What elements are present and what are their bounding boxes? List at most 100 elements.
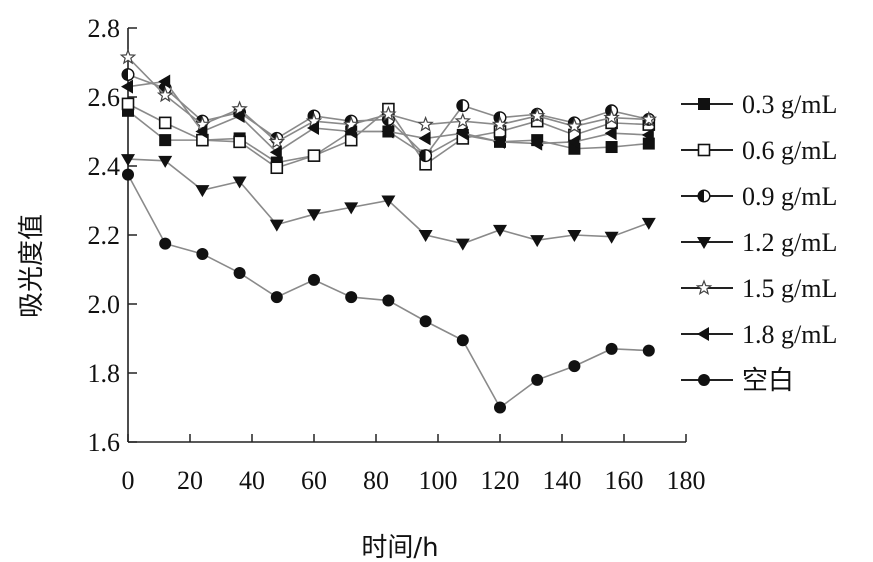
series-group <box>119 48 658 149</box>
axes <box>127 28 686 443</box>
data-point <box>456 99 470 113</box>
series <box>119 48 658 414</box>
data-point <box>697 327 709 341</box>
data-point <box>640 110 658 127</box>
data-point <box>308 273 320 286</box>
legend-item: 1.5 g/mL <box>681 274 837 303</box>
data-point <box>269 219 284 232</box>
y-tick-label: 2.2 <box>88 221 121 250</box>
y-tick-label: 1.6 <box>88 428 121 457</box>
y-tick-label: 2.0 <box>88 290 121 319</box>
data-point <box>491 115 509 132</box>
x-tick-label: 100 <box>419 466 458 495</box>
data-point <box>531 373 544 386</box>
data-point <box>122 168 134 181</box>
data-point <box>528 107 546 123</box>
data-point <box>270 161 284 175</box>
data-point <box>381 195 396 208</box>
data-point <box>121 68 135 82</box>
data-point <box>419 149 433 163</box>
series-line <box>127 174 649 409</box>
data-point <box>269 145 282 160</box>
data-point <box>418 131 431 146</box>
data-point <box>530 136 543 151</box>
data-point <box>605 342 618 355</box>
data-point <box>270 291 283 304</box>
data-point <box>121 154 135 167</box>
data-point <box>156 86 174 103</box>
data-point <box>493 134 505 149</box>
data-point <box>121 97 135 111</box>
legend: 0.3 g/mL 0.6 g/mL 0.9 g/mL 1.2 g/mL 1.5 g/mL… <box>681 90 837 395</box>
data-point <box>642 344 655 357</box>
data-point <box>158 74 171 89</box>
data-point <box>641 127 654 142</box>
data-point <box>380 105 397 122</box>
data-point <box>418 230 433 242</box>
y-tick-label: 2.4 <box>88 152 121 181</box>
data-point <box>307 149 321 162</box>
data-point <box>196 247 209 260</box>
data-point <box>530 235 545 248</box>
data-point <box>232 176 247 189</box>
data-point <box>604 231 619 244</box>
x-tick-label: 20 <box>177 466 203 495</box>
x-tick-label: 160 <box>605 466 644 495</box>
data-point <box>159 134 172 147</box>
x-tick-label: 80 <box>363 466 389 495</box>
y-tick-label: 2.8 <box>88 14 121 43</box>
data-point <box>195 185 210 198</box>
data-point <box>603 109 620 125</box>
ticks: 1.6 1.8 2.0 2.2 2.4 2.6 2.8 0 20 40 60 80 100 120 140 1… <box>88 14 706 495</box>
data-point <box>567 230 582 242</box>
data-point <box>697 237 711 249</box>
data-point <box>344 202 359 215</box>
data-point <box>344 124 357 139</box>
data-point <box>494 401 506 414</box>
data-point <box>419 315 432 328</box>
x-axis-title: 时间/h <box>361 533 438 562</box>
x-tick-label: 40 <box>239 466 265 495</box>
data-point <box>698 98 710 110</box>
data-point <box>233 266 246 279</box>
legend-label: 0.9 g/mL <box>742 182 837 211</box>
legend-item: 0.3 g/mL <box>681 90 837 119</box>
legend-label: 0.6 g/mL <box>742 136 837 165</box>
data-point <box>417 115 434 132</box>
legend-item: 1.2 g/mL <box>681 228 837 257</box>
data-point <box>382 294 395 307</box>
data-point <box>604 126 617 141</box>
series-group <box>121 154 656 251</box>
data-point <box>268 133 286 149</box>
data-point <box>232 108 245 123</box>
x-tick-label: 140 <box>543 466 582 495</box>
y-axis-title: 吸光度值 <box>17 214 47 318</box>
data-point <box>455 238 470 251</box>
data-point <box>121 79 133 94</box>
data-point <box>456 334 469 347</box>
x-tick-label: 180 <box>667 466 706 495</box>
x-tick-label: 60 <box>301 466 327 495</box>
data-point <box>195 124 208 139</box>
data-point <box>307 209 321 222</box>
data-point <box>568 360 581 373</box>
y-tick-label: 2.6 <box>88 83 121 112</box>
x-tick-label: 120 <box>481 466 520 495</box>
data-point <box>159 237 172 250</box>
legend-label: 1.2 g/mL <box>742 228 837 257</box>
y-tick-label: 1.8 <box>88 359 121 388</box>
data-point <box>641 217 656 230</box>
x-tick-label: 0 <box>122 466 135 495</box>
series-group <box>121 74 654 160</box>
legend-label: 1.8 g/mL <box>742 320 837 349</box>
legend-item: 0.6 g/mL <box>681 136 837 165</box>
data-point <box>158 116 172 130</box>
legend-item: 1.8 g/mL <box>681 320 837 349</box>
legend-item: 空白 <box>681 366 794 395</box>
series-group <box>122 168 655 414</box>
data-point <box>119 48 137 65</box>
data-point <box>233 135 246 149</box>
data-point <box>158 155 173 168</box>
data-point <box>566 117 583 134</box>
